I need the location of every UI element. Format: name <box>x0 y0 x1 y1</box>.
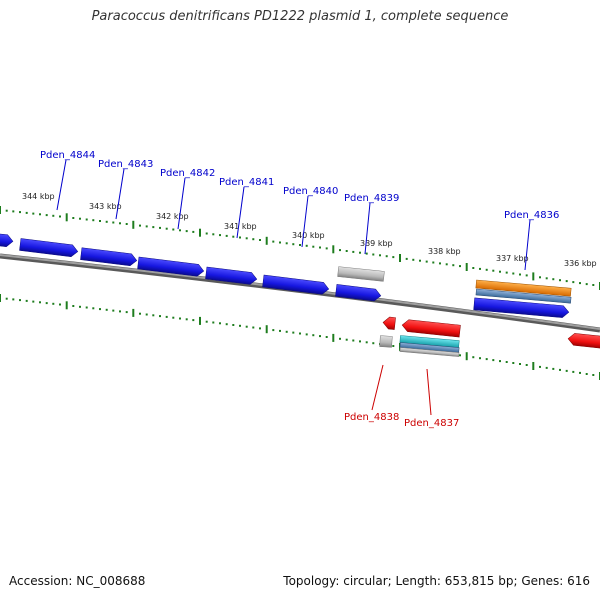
map-title: Paracoccus denitrificans PD1222 plasmid … <box>91 9 509 24</box>
reverse-label-lines <box>371 364 432 416</box>
gene-label-pden-4843[interactable]: Pden_4843 <box>98 159 153 170</box>
gene-label-pden-4836[interactable]: Pden_4836 <box>504 210 559 221</box>
gene-label-pden-4844[interactable]: Pden_4844 <box>40 150 95 161</box>
tick-label-341: 341 kbp <box>224 222 257 231</box>
gene-label-pden-4842[interactable]: Pden_4842 <box>160 168 215 179</box>
gene-pden-4836[interactable] <box>473 297 570 318</box>
tick-label-344: 344 kbp <box>22 192 55 201</box>
tick-label-343: 343 kbp <box>89 202 122 211</box>
gene-label-pden-4841[interactable]: Pden_4841 <box>219 177 274 188</box>
kbp-scale: 344 kbp 343 kbp 342 kbp 341 kbp 340 kbp … <box>22 192 597 268</box>
gene-pden-4842[interactable] <box>137 256 205 277</box>
gene-pden-4841[interactable] <box>205 266 258 285</box>
lower-tick-row <box>0 294 600 380</box>
rna-gene-pden-4839[interactable] <box>337 266 385 282</box>
forward-label-lines <box>56 159 531 271</box>
gene-label-pden-4839[interactable]: Pden_4839 <box>344 193 399 204</box>
gene-pden-4843[interactable] <box>80 247 138 267</box>
gene-reverse-edge[interactable] <box>567 333 600 349</box>
tick-label-340: 340 kbp <box>292 231 325 240</box>
gene-label-pden-4840[interactable]: Pden_4840 <box>283 186 338 197</box>
rna-gene-reverse[interactable] <box>379 335 393 348</box>
tick-label-338: 338 kbp <box>428 247 461 256</box>
gene-pden-4839b[interactable] <box>335 284 382 302</box>
gene-pden-4845[interactable] <box>0 232 14 247</box>
feature-gray-lower[interactable] <box>399 347 460 357</box>
reverse-gene-labels: Pden_4838 Pden_4837 <box>344 412 459 429</box>
feature-orange[interactable] <box>475 279 572 297</box>
tick-label-342: 342 kbp <box>156 212 189 221</box>
tick-label-339: 339 kbp <box>360 239 393 248</box>
forward-genes <box>0 232 570 318</box>
upper-tick-row <box>0 206 600 290</box>
gene-pden-4837[interactable] <box>401 319 461 338</box>
gene-label-pden-4838[interactable]: Pden_4838 <box>344 412 399 423</box>
forward-gene-labels: Pden_4844 Pden_4843 Pden_4842 Pden_4841 … <box>40 150 559 221</box>
gene-pden-4844[interactable] <box>19 238 79 258</box>
feature-steel-upper[interactable] <box>475 288 572 304</box>
accession-text: Accession: NC_008688 <box>9 574 146 588</box>
gene-pden-4840[interactable] <box>262 274 330 295</box>
topology-summary: Topology: circular; Length: 653,815 bp; … <box>283 574 590 588</box>
reverse-genes <box>382 316 600 349</box>
tick-label-336: 336 kbp <box>564 259 597 268</box>
gene-label-pden-4837[interactable]: Pden_4837 <box>404 418 459 429</box>
tick-label-337: 337 kbp <box>496 254 529 263</box>
gene-pden-4838[interactable] <box>382 316 396 330</box>
